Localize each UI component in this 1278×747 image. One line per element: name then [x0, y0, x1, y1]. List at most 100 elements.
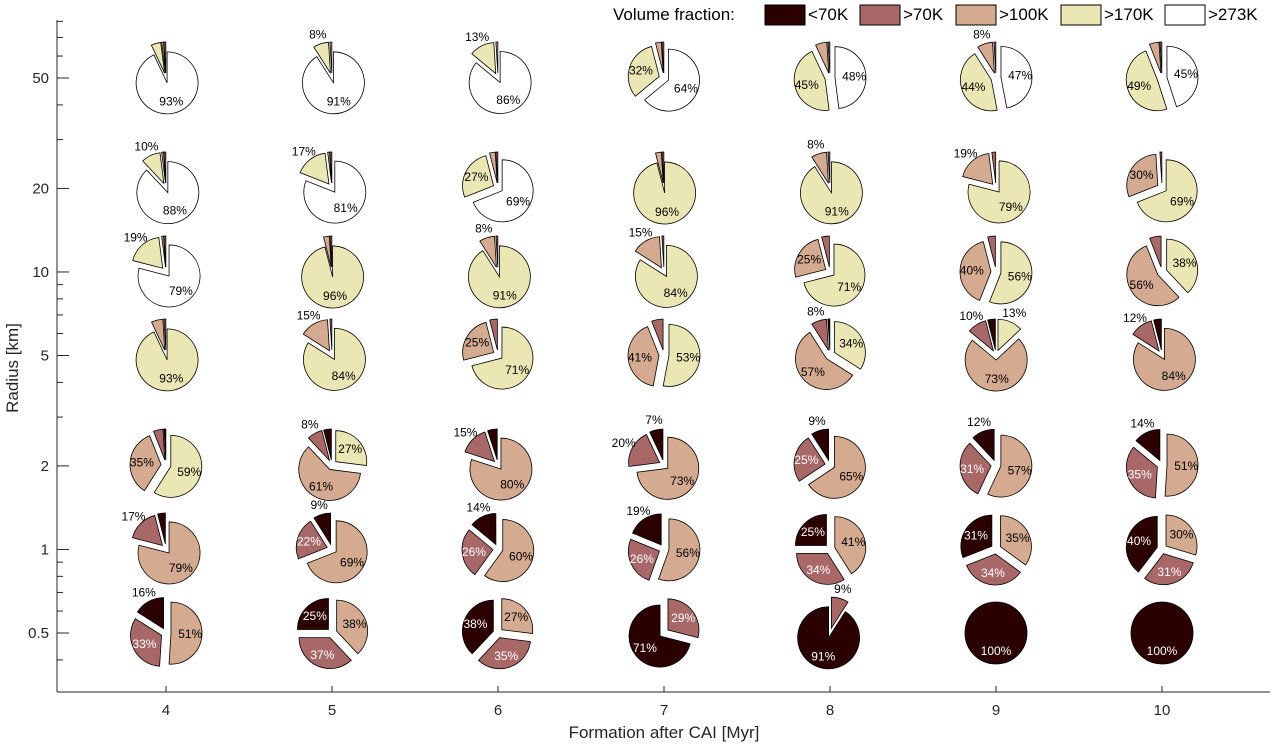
pie-label: 69% [1170, 195, 1194, 209]
pie-wedge-gt100k [479, 235, 497, 268]
pie-wedge-gt100k [987, 434, 1033, 498]
pie: 25% 71% [462, 318, 534, 390]
pie-label: 10% [134, 139, 158, 153]
pie-label: 57% [801, 365, 825, 379]
pie-wedge-lt70k [297, 598, 329, 630]
pie-wedge-gt70k [1159, 41, 1163, 74]
pie: 13% 86% [465, 30, 532, 114]
pie-label: 8% [973, 27, 991, 41]
pie-label: 35% [1006, 531, 1030, 545]
pie: 15% 84% [297, 308, 366, 391]
pie-wedge-gt100k [1164, 433, 1199, 497]
pie-wedge-gt100k [462, 321, 495, 361]
pie-wedge-gt70k [827, 41, 831, 74]
pie-label: 34% [981, 566, 1005, 580]
pie-wedge-lt70k [1153, 318, 1162, 351]
pie-label: 27% [464, 170, 488, 184]
pie-label: 71% [633, 641, 657, 655]
pie-label: 31% [1157, 565, 1181, 579]
pie-label: 65% [839, 469, 863, 483]
pie-wedge-lt70k [1130, 601, 1194, 665]
pie-label: 93% [159, 372, 183, 386]
pie-label: 59% [177, 465, 201, 479]
pie-wedge-gt70k [329, 318, 333, 351]
pie-wedge-gt100k [834, 516, 867, 575]
pie-wedge-gt273k [135, 51, 199, 115]
pie-label: 8% [309, 27, 327, 41]
pie-wedge-gt100k [1000, 515, 1032, 566]
pie-label: 38% [463, 617, 487, 631]
pie: 25% 37% 38% [297, 598, 368, 669]
pie-label: 8% [807, 137, 825, 151]
pie-wedge-gt273k [302, 51, 365, 115]
pie-wedge-lt70k [972, 428, 995, 462]
pie-wedge-gt70k [796, 552, 845, 585]
pie-label: 14% [466, 500, 490, 514]
pie-wedge-gt70k [495, 235, 499, 268]
x-tick-label: 6 [494, 702, 502, 719]
pie-wedge-gt100k [137, 521, 201, 585]
pie-label: 51% [178, 627, 202, 641]
pie: 12% 84% [1123, 311, 1196, 391]
pie-label: 91% [811, 649, 835, 663]
pie-label: 88% [163, 204, 187, 218]
pie-wedge-gt100k [1126, 245, 1180, 307]
y-tick-label: 0.5 [28, 625, 49, 642]
pie-wedge-gt100k [298, 446, 361, 501]
pie-label: 84% [664, 286, 688, 300]
pie-wedge-gt273k [468, 51, 532, 114]
pie-wedge-gt170k [335, 430, 368, 467]
y-tick-label: 20 [32, 180, 49, 197]
pie-wedge-gt70k [827, 151, 831, 184]
pie-wedge-gt100k [1126, 153, 1159, 198]
pie-wedge-gt70k [993, 41, 997, 74]
pie: 49% 45% [1125, 41, 1199, 112]
pie-label: 20% [612, 436, 636, 450]
pie-label: 38% [1173, 256, 1197, 270]
pie-wedge-gt100k [977, 41, 995, 74]
pie-label: 60% [509, 549, 533, 563]
pie-wedge-gt170k [471, 326, 534, 390]
pie-wedge-gt100k [1133, 327, 1196, 391]
pie-wedge-gt100k [808, 435, 866, 499]
y-tick-label: 2 [41, 458, 49, 475]
pie: 17% 79% [121, 509, 201, 585]
pie-wedge-gt100k [302, 319, 330, 352]
pie-label: 12% [1123, 311, 1147, 325]
pie-label: 56% [1130, 278, 1154, 292]
pie-wedge-gt70k [131, 514, 164, 547]
pie-wedge-gt70k [464, 431, 496, 463]
pie: 25% 71% [794, 235, 866, 307]
pie-label: 15% [297, 308, 321, 322]
y-axis-title: Radius [km] [3, 323, 22, 413]
pie: 15% 84% [629, 225, 698, 308]
pie-wedge-gt100k [634, 236, 662, 269]
pie-label: 91% [493, 288, 517, 302]
pie: 19% 79% [124, 230, 201, 308]
pie-wedge-gt70k [1126, 446, 1158, 499]
pie-label: 25% [303, 609, 327, 623]
pie-label: 73% [985, 372, 1009, 386]
pie-wedge-gt170k [662, 324, 701, 387]
pie-wedge-gt100k [964, 338, 1028, 392]
pie: 10% 73% 13% [959, 306, 1028, 392]
pie-wedge-gt170k [1166, 238, 1198, 294]
pie-label: 40% [1127, 534, 1151, 548]
pie-label: 35% [130, 456, 154, 470]
pie-wedge-gt170k [468, 245, 531, 309]
pie-wedge-gt100k [655, 41, 664, 74]
pie-wedge-gt70k [152, 428, 166, 461]
pie-wedge-gt170k [959, 53, 998, 112]
pie-label: 91% [327, 94, 351, 108]
pie: 25% 34% 41% [795, 514, 867, 585]
pie-label: 40% [960, 263, 984, 277]
pie-wedge-gt273k [472, 159, 534, 223]
pie: 16% 33% 51% [130, 586, 203, 667]
pie-label: 93% [159, 95, 183, 109]
pie: 8% 61% 27% [298, 418, 368, 501]
pie-label: 37% [310, 648, 334, 662]
x-tick-label: 4 [162, 702, 170, 719]
pie-label: 73% [670, 474, 694, 488]
pie-label: 17% [121, 509, 145, 523]
legend-label: >170K [1104, 5, 1154, 24]
